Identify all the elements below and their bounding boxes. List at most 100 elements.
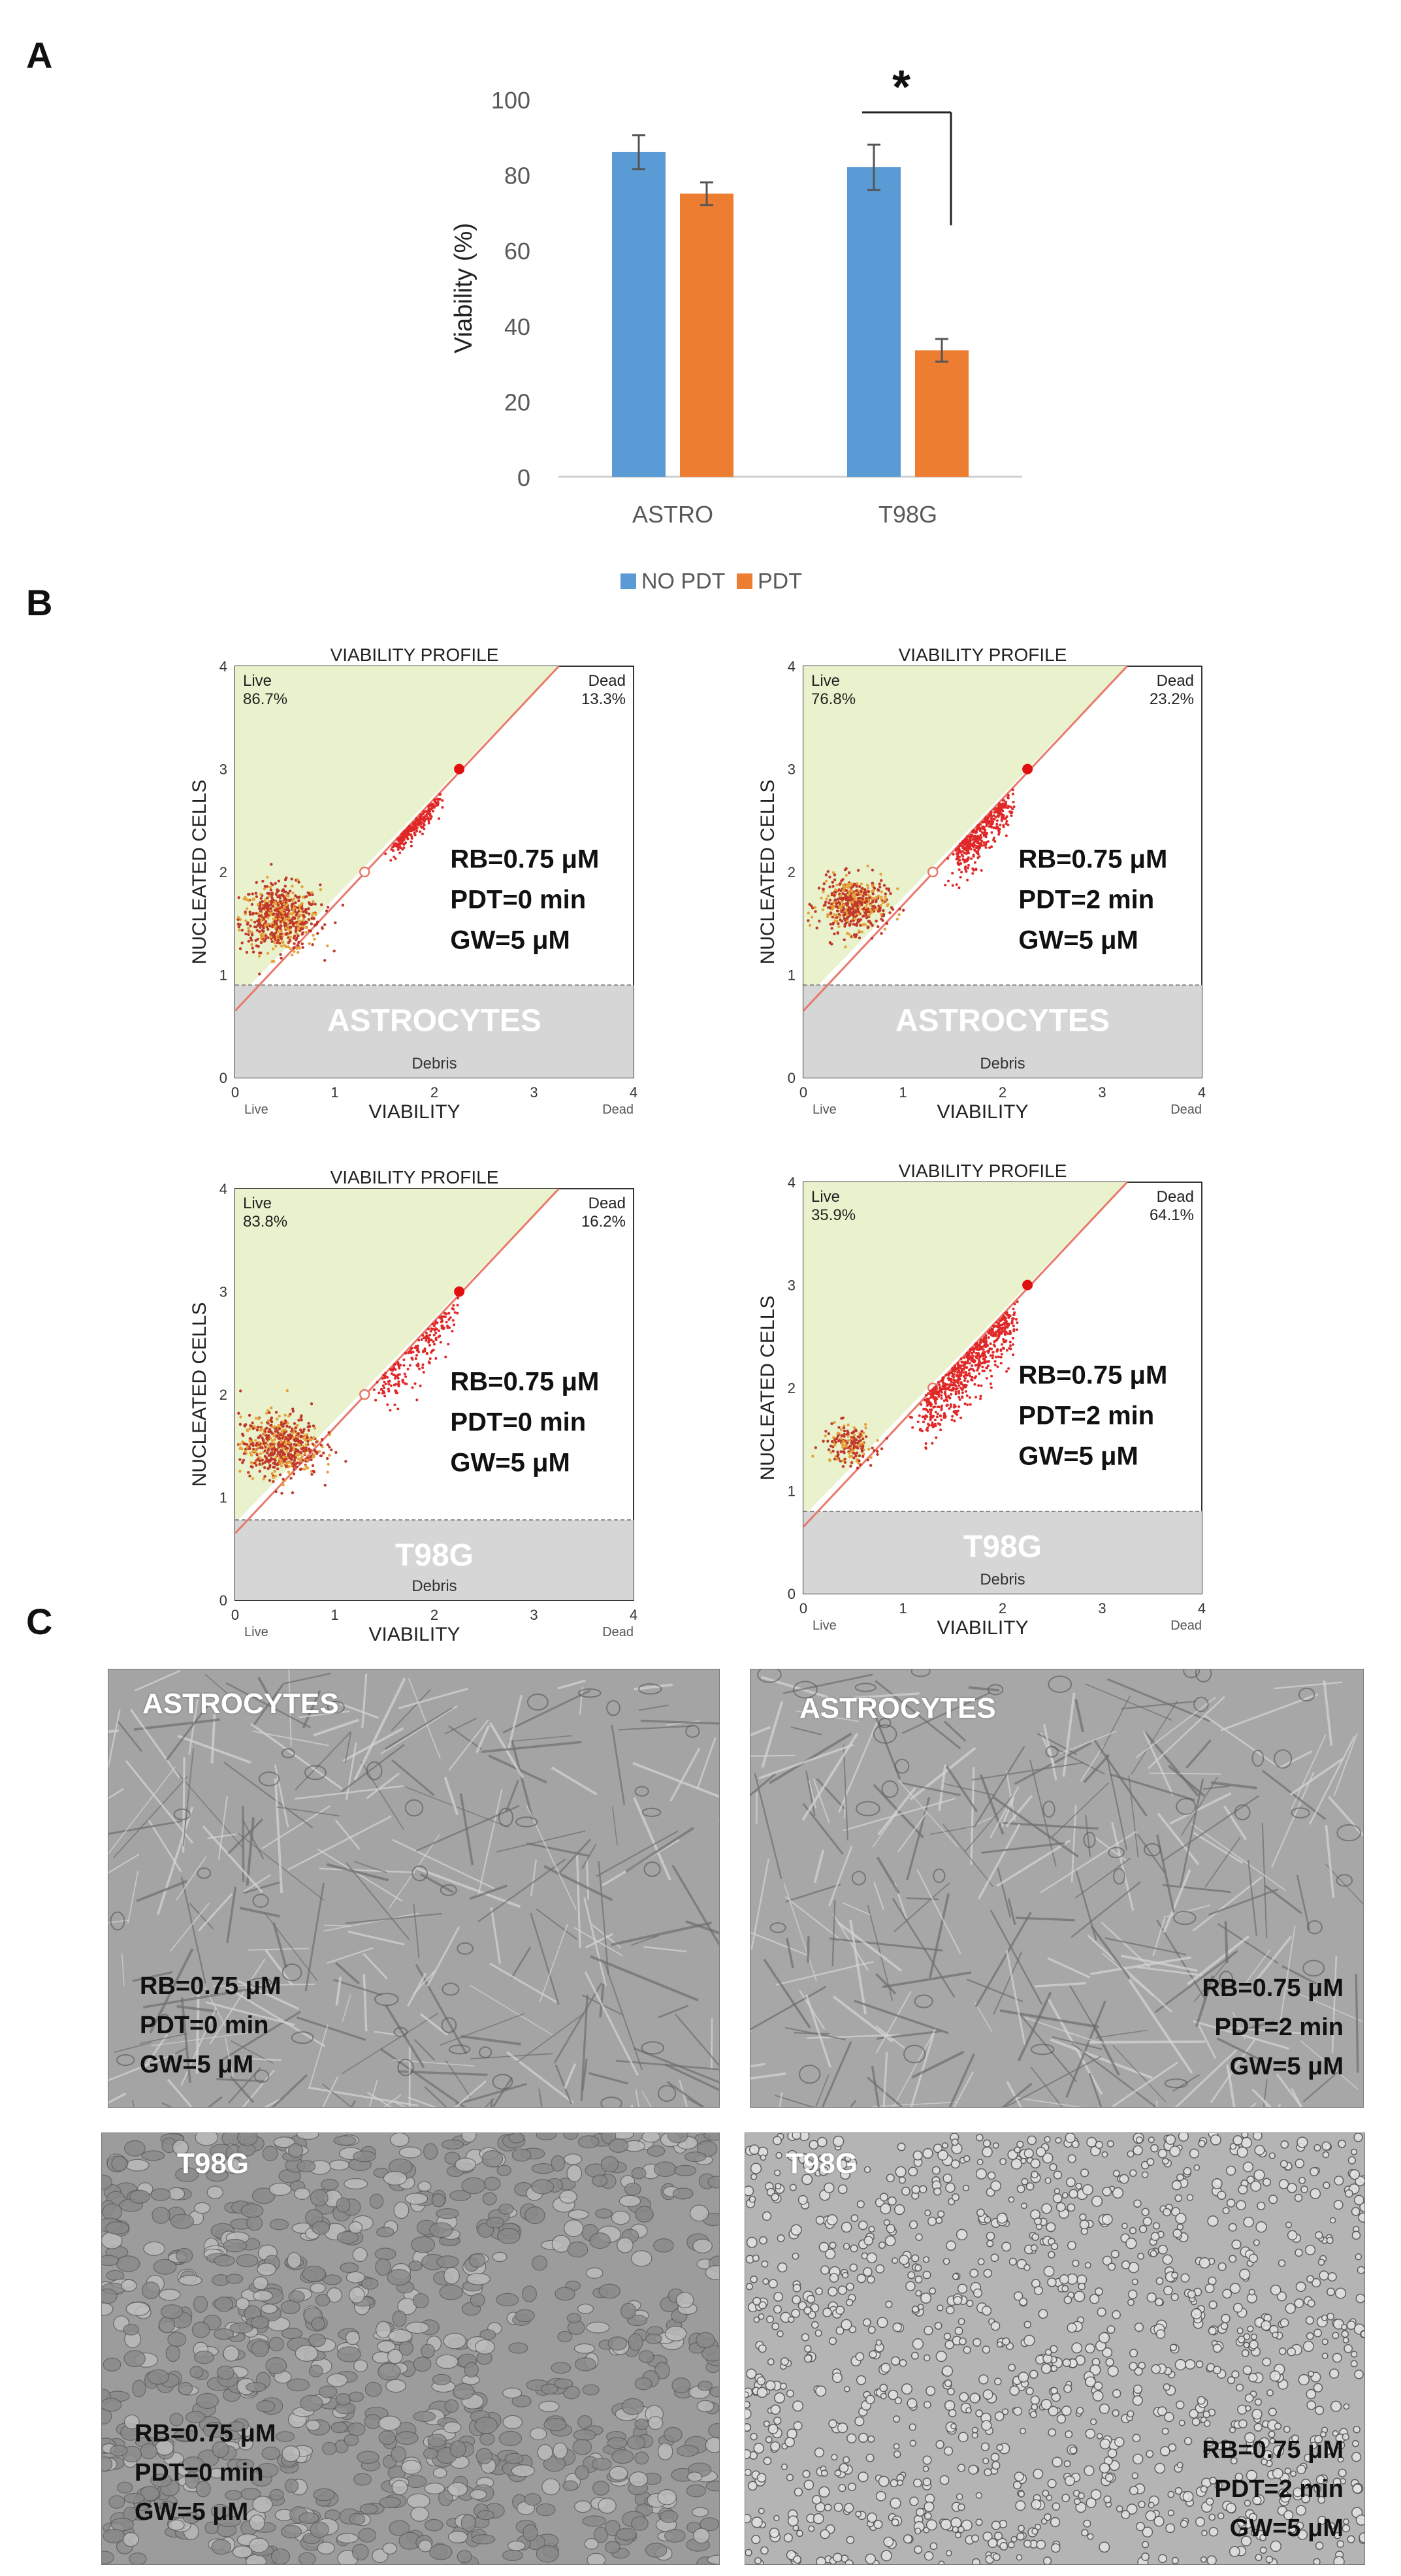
cell-body xyxy=(194,2350,214,2364)
event-dot xyxy=(291,1491,295,1494)
event-dot xyxy=(278,1414,281,1418)
x-tick-label: 1 xyxy=(330,1084,338,1101)
cell-body xyxy=(253,2069,270,2084)
event-dot xyxy=(295,1465,298,1469)
event-dot xyxy=(881,901,884,905)
x-tick-label: 4 xyxy=(1198,1084,1206,1101)
event-dot xyxy=(280,910,283,914)
event-dot xyxy=(309,1438,313,1441)
event-dot xyxy=(312,911,315,915)
cell-process xyxy=(638,1704,669,1711)
cell-body xyxy=(584,2537,599,2550)
event-dot xyxy=(973,1369,976,1372)
cell-body xyxy=(357,2451,379,2464)
event-dot xyxy=(997,833,1001,836)
event-dot xyxy=(287,1470,290,1473)
cell-process xyxy=(906,1897,939,1901)
event-dot xyxy=(449,1316,452,1319)
event-dot xyxy=(871,869,875,872)
event-dot xyxy=(285,1457,288,1461)
event-dot xyxy=(897,913,901,916)
event-dot xyxy=(280,904,284,907)
cell-body xyxy=(709,2386,719,2398)
cell-process xyxy=(1284,1987,1363,2023)
event-dot xyxy=(428,1344,431,1347)
event-dot xyxy=(268,1430,272,1433)
cell-body xyxy=(685,1724,700,1738)
cell-body xyxy=(321,2178,339,2191)
event-dot xyxy=(939,1428,942,1432)
cell-process xyxy=(242,1805,245,1882)
cell-body xyxy=(854,1682,877,1692)
event-dot xyxy=(813,906,817,909)
cell-process xyxy=(1084,1683,1173,1721)
event-dot xyxy=(818,920,821,923)
event-dot xyxy=(918,1414,921,1417)
event-dot xyxy=(988,822,991,826)
event-dot xyxy=(808,924,812,927)
event-dot xyxy=(958,1396,961,1399)
event-dot xyxy=(280,1442,283,1446)
event-dot xyxy=(247,926,250,930)
event-dot xyxy=(842,903,846,907)
event-dot xyxy=(827,1448,831,1451)
event-dot xyxy=(844,909,847,912)
event-dot xyxy=(852,1456,856,1460)
event-dot xyxy=(413,822,417,825)
event-dot xyxy=(997,1355,1000,1359)
event-dot xyxy=(939,1386,942,1389)
event-dot xyxy=(278,926,282,929)
cell-body xyxy=(258,1771,280,1787)
event-dot xyxy=(957,1389,960,1393)
cell-process xyxy=(1263,2079,1268,2107)
event-dot xyxy=(298,1428,302,1432)
event-dot xyxy=(372,1388,376,1391)
cell-body xyxy=(431,2193,445,2208)
event-dot xyxy=(422,1371,425,1374)
cell-process xyxy=(1121,1700,1197,1710)
cell-body xyxy=(310,2283,326,2294)
cell-body xyxy=(508,2342,528,2354)
cell-process xyxy=(243,1874,272,1893)
cell-process xyxy=(774,2095,815,2107)
event-dot xyxy=(967,856,970,860)
cell-process xyxy=(108,1709,121,1771)
event-dot xyxy=(954,1368,957,1372)
event-dot xyxy=(256,937,259,941)
event-dot xyxy=(270,892,274,895)
gate-marker-filled xyxy=(454,1286,465,1297)
event-dot xyxy=(297,880,300,884)
event-dot xyxy=(967,851,971,854)
event-dot xyxy=(264,924,267,927)
cell-process xyxy=(147,1819,182,1873)
event-dot xyxy=(326,944,329,948)
event-dot xyxy=(858,936,862,940)
live-percent: 35.9% xyxy=(811,1206,856,1224)
cell-process xyxy=(167,2078,193,2107)
cell-process xyxy=(901,1692,991,1734)
event-dot xyxy=(274,1455,278,1458)
cell-process xyxy=(182,1748,195,1846)
event-dot xyxy=(852,882,856,886)
cell-process xyxy=(813,1779,830,1824)
cell-body xyxy=(587,2552,606,2564)
event-dot xyxy=(960,871,963,874)
cell-body xyxy=(769,1922,786,1933)
cell-process xyxy=(225,1986,326,2048)
event-dot xyxy=(402,846,406,850)
event-dot xyxy=(334,1451,338,1454)
cell-process xyxy=(590,1955,699,2002)
cell-body xyxy=(492,2074,513,2090)
cell-process xyxy=(1211,1781,1257,1790)
cell-process xyxy=(1308,1736,1355,1825)
event-dot xyxy=(418,1367,421,1370)
event-dot xyxy=(984,846,988,849)
cell-body xyxy=(604,2541,620,2554)
cell-body xyxy=(619,2195,641,2208)
cell-process xyxy=(295,1785,404,1800)
event-dot xyxy=(452,1304,455,1307)
x-tick-label: 2 xyxy=(999,1600,1006,1617)
cell-process xyxy=(995,1839,1071,1888)
significance-star: * xyxy=(892,61,910,114)
event-dot xyxy=(430,1338,433,1342)
